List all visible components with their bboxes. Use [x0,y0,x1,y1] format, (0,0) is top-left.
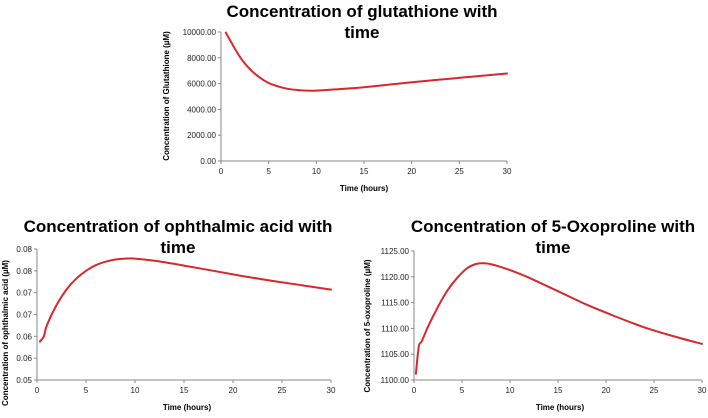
y-tick-label: 1105.00 [381,350,410,359]
x-axis-label: Time (hours) [163,403,212,412]
tick-labels: 0 5 10 15 20 25 30 0.00 2000.00 4000.00 6000.00 800… [183,28,512,176]
x-tick-label: 15 [360,167,369,176]
series-line [38,257,332,343]
axes [218,31,508,164]
y-tick-label: 0.06 [16,332,32,341]
x-tick-label: 0 [412,386,417,395]
y-tick-label: 0.07 [16,311,32,320]
x-tick-label: 20 [229,386,238,395]
x-tick-label: 10 [131,386,140,395]
chart-title: Concentration of 5-Oxoproline with [411,217,695,236]
y-tick-label: 0.07 [16,289,32,298]
y-tick-label: 6000.00 [187,80,216,89]
y-tick-label: 1100.00 [381,376,410,385]
y-tick-label: 1110.00 [381,324,409,333]
x-tick-label: 25 [278,386,287,395]
y-tick-label: 0.00 [200,157,216,166]
x-tick-label: 30 [327,386,336,395]
chart-ophthalmic-acid: Concentration of ophthalmic acid with ti… [1,217,336,412]
x-axis-label: Time (hours) [536,403,585,412]
axes [34,248,332,383]
x-axis-label: Time (hours) [340,184,389,193]
chart-title: time [345,23,380,42]
y-tick-label: 2000.00 [187,131,216,140]
chart-title: Concentration of ophthalmic acid with [24,217,333,236]
x-tick-label: 25 [455,167,464,176]
y-tick-label: 1120.00 [381,273,410,282]
chart-title: time [536,238,571,257]
y-tick-label: 1115.00 [381,299,409,308]
y-axis-label: Concentration of Glutathione (µM) [162,31,171,161]
series-line [414,262,703,375]
y-tick-label: 1125.00 [381,247,410,256]
tick-labels: 0 5 10 15 20 25 30 1100.00 1105.00 1110.00 1115.00… [381,247,707,395]
x-tick-label: 5 [266,167,271,176]
x-tick-label: 0 [219,167,224,176]
axes [411,250,703,383]
x-tick-label: 30 [698,386,707,395]
x-tick-label: 10 [312,167,321,176]
chart-title: Concentration of glutathione with [226,2,497,21]
x-tick-label: 20 [407,167,416,176]
y-tick-label: 0.08 [16,245,32,254]
tick-labels: 0 5 10 15 20 25 30 0.05 0.06 0.06 0.07 0.07 0.08 0.08 [16,245,336,395]
x-tick-label: 0 [35,386,40,395]
chart-5-oxoproline: Concentration of 5-Oxoproline with time … [363,217,707,412]
x-tick-label: 5 [84,386,89,395]
y-tick-label: 8000.00 [187,54,216,63]
y-axis-label: Concentration of ophthalmic acid (µM) [1,260,10,406]
chart-glutathione: Concentration of glutathione with time C… [162,2,512,193]
y-tick-label: 0.08 [16,267,32,276]
y-tick-label: 4000.00 [187,105,216,114]
x-tick-label: 20 [602,386,611,395]
x-tick-label: 30 [503,167,512,176]
x-tick-label: 15 [180,386,189,395]
chart-title: time [161,238,196,257]
y-tick-label: 0.06 [16,354,32,363]
y-tick-label: 0.05 [16,376,32,385]
x-tick-label: 5 [460,386,465,395]
x-tick-label: 15 [554,386,563,395]
y-axis-label: Concentration of 5-oxoproline (µM) [363,259,372,392]
x-tick-label: 25 [650,386,659,395]
series-line [224,31,508,92]
y-tick-label: 10000.00 [183,28,217,37]
x-tick-label: 10 [506,386,515,395]
